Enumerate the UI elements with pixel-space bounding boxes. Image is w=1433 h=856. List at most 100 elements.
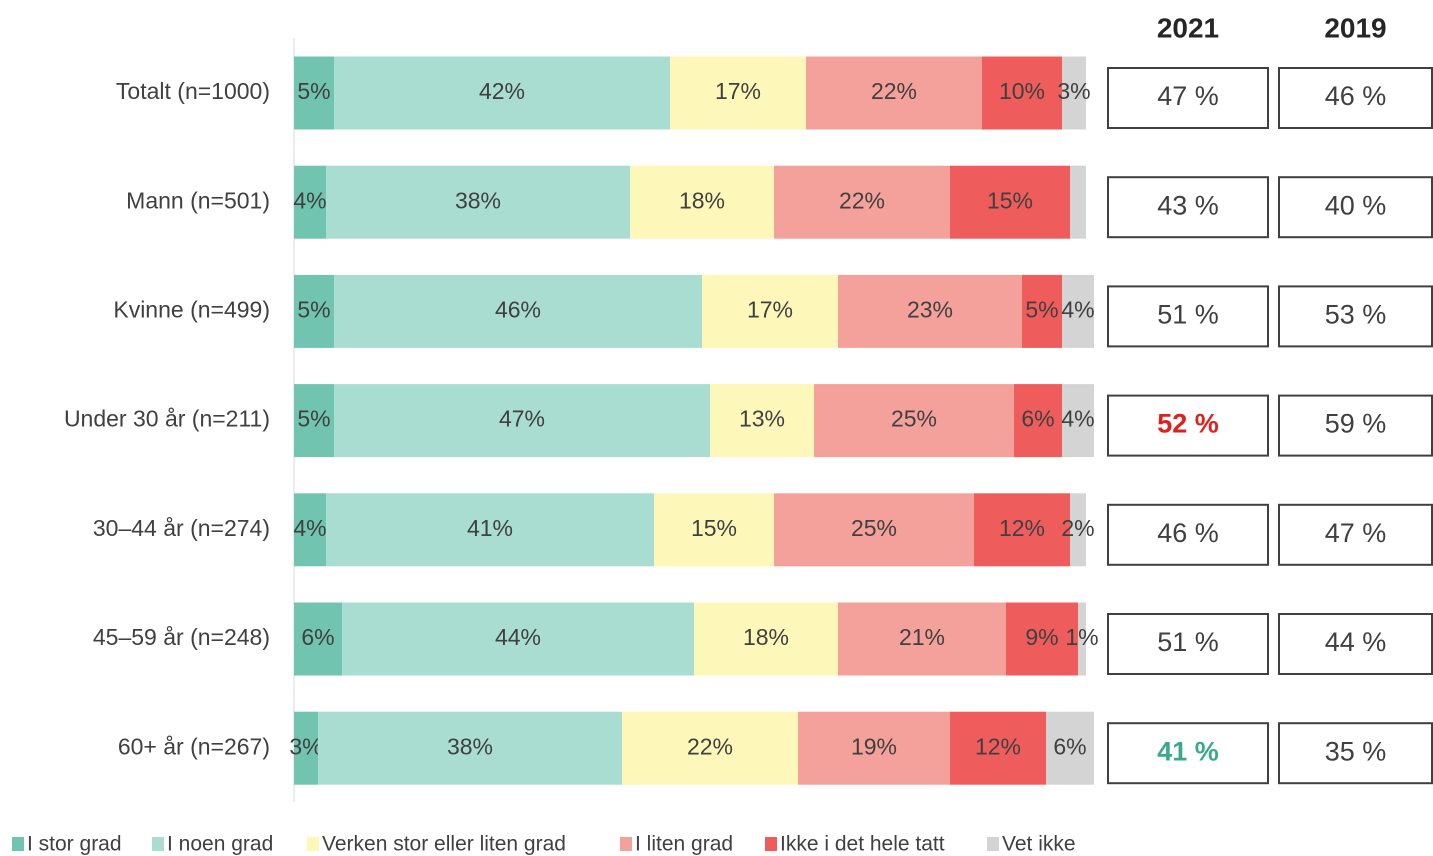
data-label: 1%	[1065, 624, 1098, 650]
data-label: 17%	[747, 296, 793, 322]
table-value: 59 %	[1325, 409, 1387, 439]
table-value: 52 %	[1157, 409, 1219, 439]
data-label: 22%	[839, 187, 885, 213]
bar-segment	[950, 165, 1070, 239]
data-label: 42%	[479, 78, 525, 104]
table-cell	[1278, 722, 1433, 785]
data-label: 10%	[999, 78, 1045, 104]
category-label: 60+ år (n=267)	[118, 733, 270, 759]
bar-segment	[806, 56, 982, 130]
table-value: 44 %	[1325, 627, 1387, 657]
table-value: 47 %	[1325, 518, 1387, 548]
data-label: 5%	[297, 296, 330, 322]
legend-swatch	[765, 837, 777, 851]
bar-segment	[294, 711, 318, 785]
table-value: 46 %	[1157, 518, 1219, 548]
table-cell	[1107, 67, 1269, 129]
table-cell	[1107, 503, 1269, 566]
data-label: 4%	[293, 187, 326, 213]
table-value: 40 %	[1325, 190, 1387, 220]
bar-segment	[838, 602, 1006, 676]
data-label: 12%	[999, 515, 1045, 541]
bar-segment	[702, 274, 838, 348]
table-value: 35 %	[1325, 736, 1387, 766]
data-label: 5%	[297, 78, 330, 104]
data-label: 18%	[743, 624, 789, 650]
bar-segment	[294, 274, 334, 348]
data-label: 6%	[1021, 406, 1054, 432]
bar-segment	[334, 274, 702, 348]
table-value: 46 %	[1325, 81, 1387, 111]
data-label: 5%	[297, 406, 330, 432]
table-cell	[1107, 394, 1269, 457]
table-cell	[1278, 285, 1433, 348]
data-label: 46%	[495, 296, 541, 322]
bar-segment	[294, 56, 334, 130]
bar-segment	[326, 493, 654, 567]
category-label: Totalt (n=1000)	[116, 78, 270, 104]
data-label: 15%	[691, 515, 737, 541]
data-label: 38%	[447, 733, 493, 759]
bar-segment	[1070, 165, 1086, 239]
data-label: 4%	[293, 515, 326, 541]
table-cell	[1278, 67, 1433, 129]
data-label: 3%	[289, 733, 322, 759]
table-cell	[1278, 613, 1433, 675]
table-value: 53 %	[1325, 300, 1387, 330]
table-value: 51 %	[1157, 300, 1219, 330]
legend-label: Ikke i det hele tatt	[780, 833, 945, 856]
data-label: 5%	[1025, 296, 1058, 322]
table-value: 43 %	[1157, 190, 1219, 220]
table-cell	[1107, 176, 1269, 239]
bar-segment	[1062, 56, 1086, 130]
bar-segment	[670, 56, 806, 130]
legend-swatch	[12, 837, 24, 851]
table-value: 41 %	[1157, 736, 1219, 766]
data-label: 22%	[871, 78, 917, 104]
legend-label: Vet ikke	[1002, 833, 1076, 856]
table-cell	[1107, 285, 1269, 348]
category-label: 30–44 år (n=274)	[93, 515, 270, 541]
legend-label: I stor grad	[27, 833, 122, 856]
legend-label: I noen grad	[167, 833, 273, 856]
bar-segment	[630, 165, 774, 239]
bar-segment	[318, 711, 622, 785]
data-label: 4%	[1061, 296, 1094, 322]
bar-segment	[342, 602, 694, 676]
bar-segment	[814, 384, 1014, 458]
bar-segment	[798, 711, 950, 785]
table-value: 51 %	[1157, 627, 1219, 657]
table-cell	[1278, 394, 1433, 457]
column-header: 2021	[1157, 12, 1219, 43]
legend-label: Verken stor eller liten grad	[322, 833, 566, 856]
data-label: 6%	[301, 624, 334, 650]
data-label: 17%	[715, 78, 761, 104]
bar-segment	[294, 602, 342, 676]
bar-segment	[1022, 274, 1062, 348]
bar-segment	[294, 165, 326, 239]
data-label: 12%	[975, 733, 1021, 759]
data-label: 22%	[687, 733, 733, 759]
data-label: 21%	[899, 624, 945, 650]
bar-segment	[1062, 274, 1094, 348]
bar-segment	[694, 602, 838, 676]
legend-label: I liten grad	[635, 833, 733, 856]
legend-swatch	[620, 837, 632, 851]
category-label: 45–59 år (n=248)	[93, 624, 270, 650]
bar-segment	[950, 711, 1046, 785]
data-label: 13%	[739, 406, 785, 432]
bar-segment	[1078, 602, 1086, 676]
table-cell	[1107, 613, 1269, 675]
data-label: 25%	[851, 515, 897, 541]
data-label: 18%	[679, 187, 725, 213]
legend-swatch	[152, 837, 164, 851]
category-label: Kvinne (n=499)	[113, 296, 270, 322]
legend-swatch	[307, 837, 319, 851]
bar-segment	[334, 56, 670, 130]
data-label: 47%	[499, 406, 545, 432]
bar-segment	[710, 384, 814, 458]
data-label: 41%	[467, 515, 513, 541]
legend-swatch	[987, 837, 999, 851]
data-label: 2%	[1061, 515, 1094, 541]
